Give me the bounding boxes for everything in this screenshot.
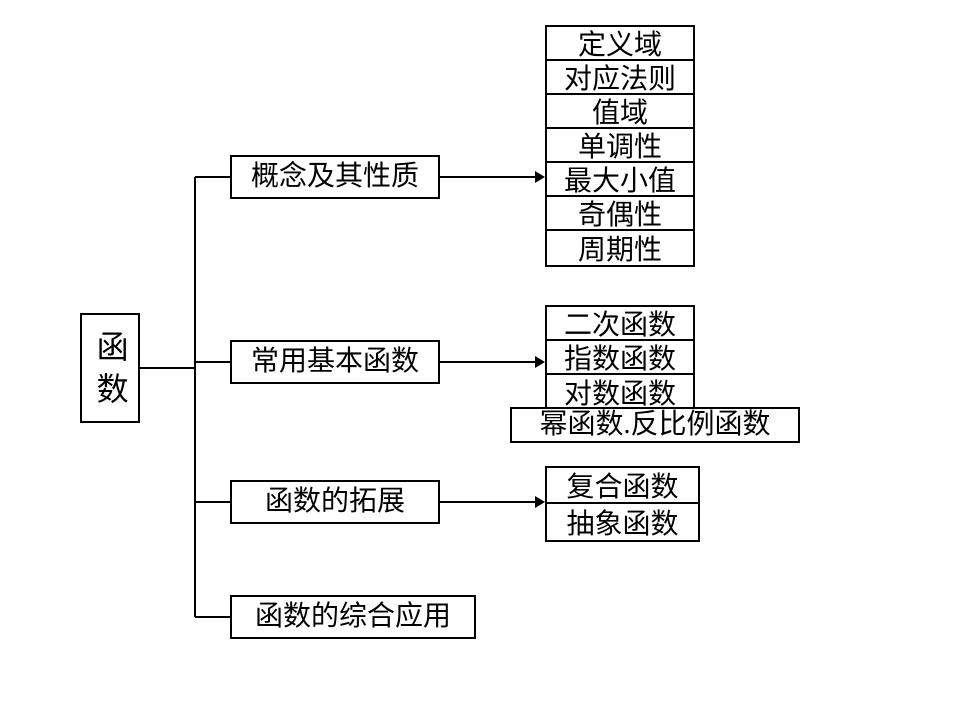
leaf-cell: 定义域 [547,27,693,61]
leaf-stack-2: 复合函数抽象函数 [545,466,700,542]
leaf-cell: 指数函数 [547,341,693,375]
mid-node-m1: 概念及其性质 [230,155,440,199]
leaf-cell: 对应法则 [547,61,693,95]
leaf-cell: 抽象函数 [547,504,698,540]
root-node: 函数 [80,313,140,423]
leaf-cell: 单调性 [547,129,693,163]
leaf-cell: 奇偶性 [547,197,693,231]
leaf-cell: 值域 [547,95,693,129]
mid-node-m4: 函数的综合应用 [230,595,476,639]
mid-node-m2: 常用基本函数 [230,340,440,384]
leaf-cell: 周期性 [547,231,693,265]
leaf-extra-1: 幂函数.反比例函数 [510,407,800,443]
leaf-cell: 最大小值 [547,163,693,197]
leaf-cell: 对数函数 [547,375,693,409]
leaf-cell: 复合函数 [547,468,698,504]
leaf-stack-1: 二次函数指数函数对数函数 [545,305,695,411]
mid-node-m3: 函数的拓展 [230,480,440,524]
leaf-stack-0: 定义域对应法则值域单调性最大小值奇偶性周期性 [545,25,695,267]
leaf-cell: 二次函数 [547,307,693,341]
